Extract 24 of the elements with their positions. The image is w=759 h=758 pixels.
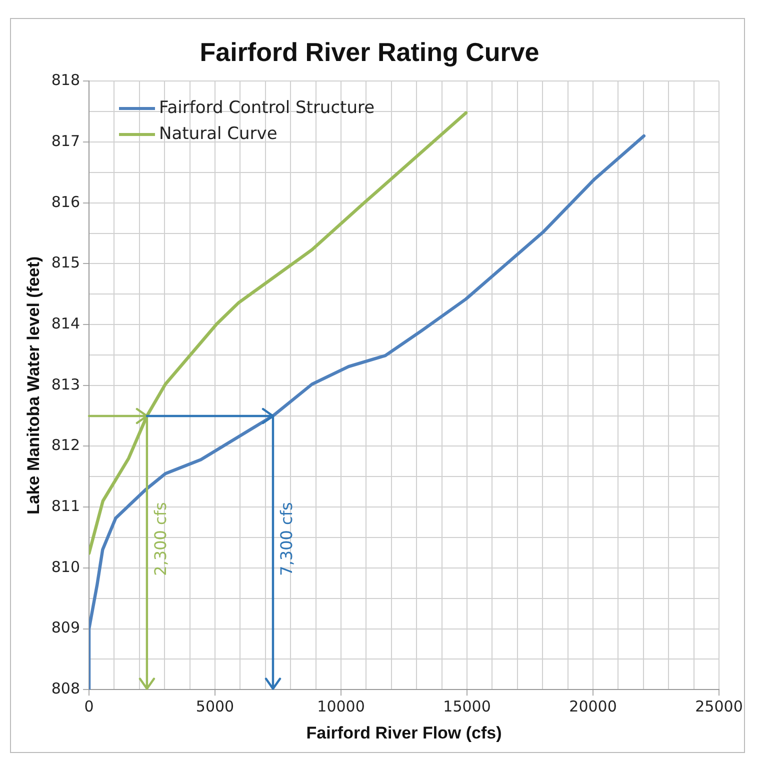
x-tick-label: 20000 bbox=[569, 697, 617, 716]
chart-title: Fairford River Rating Curve bbox=[200, 36, 540, 67]
y-tick-label: 815 bbox=[51, 254, 80, 272]
y-axis-title: Lake Manitoba Water level (feet) bbox=[24, 256, 43, 515]
x-tick-label: 15000 bbox=[443, 697, 491, 716]
x-axis-title: Fairford River Flow (cfs) bbox=[306, 723, 502, 742]
y-tick-label: 818 bbox=[51, 71, 80, 90]
y-tick-label: 816 bbox=[51, 192, 80, 211]
y-tick-label: 811 bbox=[51, 496, 80, 515]
y-tick-label: 812 bbox=[51, 436, 80, 454]
y-tick-label: 808 bbox=[51, 679, 80, 698]
x-tick-label: 0 bbox=[84, 697, 94, 716]
legend-label: Fairford Control Structure bbox=[159, 97, 375, 120]
y-tick-label: 810 bbox=[51, 558, 80, 576]
y-tick-label: 817 bbox=[51, 132, 80, 150]
y-tick-label: 809 bbox=[51, 618, 80, 637]
legend-label: Natural Curve bbox=[159, 123, 278, 146]
ref-line-label: 7,300 cfs bbox=[277, 502, 296, 576]
x-tick-label: 25000 bbox=[695, 697, 743, 716]
y-tick-label: 814 bbox=[51, 314, 80, 332]
x-tick-label: 5000 bbox=[196, 697, 234, 716]
x-tick-label: 10000 bbox=[317, 697, 365, 716]
ref-line-label: 2,300 cfs bbox=[151, 502, 170, 576]
y-tick-label: 813 bbox=[51, 375, 80, 394]
